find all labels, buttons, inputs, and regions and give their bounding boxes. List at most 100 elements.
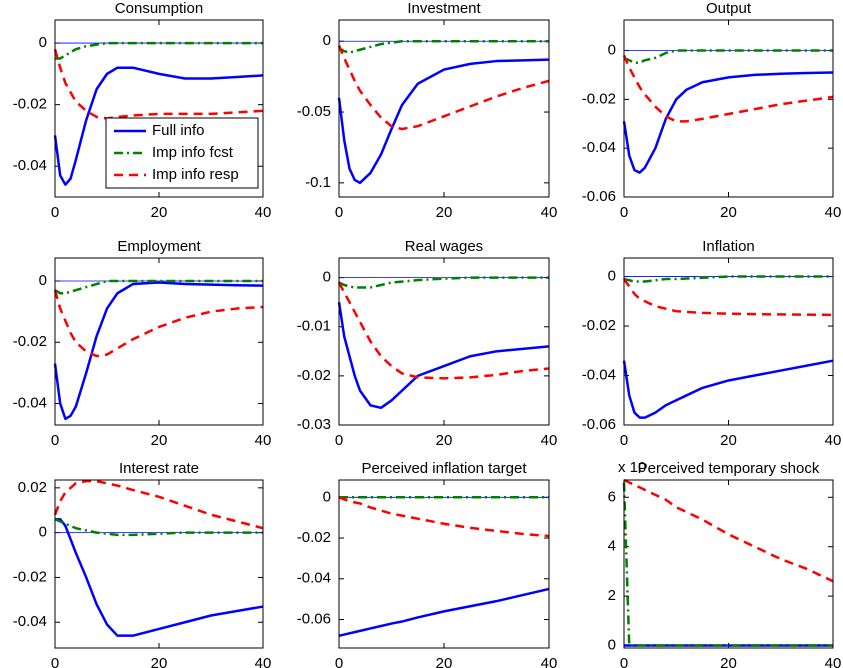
plot-area <box>339 480 549 648</box>
x-tick-label: 20 <box>151 204 168 221</box>
subplot-title: Perceived inflation target <box>361 460 527 477</box>
x-tick-label: 20 <box>151 655 168 668</box>
subplot: Employment 0 20 40 -0.04 -0.02 0 <box>13 238 272 449</box>
y-tick-label: 0 <box>323 488 331 505</box>
y-tick-label: -0.02 <box>297 529 331 546</box>
series-line <box>622 482 833 647</box>
x-tick-label: 20 <box>436 204 453 221</box>
y-tick-label: 0 <box>39 524 47 541</box>
subplot-title: Consumption <box>115 0 203 17</box>
legend-label: Imp info resp <box>152 166 239 183</box>
x-tick-label: 20 <box>720 432 737 449</box>
series-line <box>338 39 549 54</box>
x-tick-label: 0 <box>620 432 628 449</box>
plot-area <box>624 258 833 425</box>
y-tick-label: -0.02 <box>13 568 47 585</box>
subplot: Investment 0 20 40 -0.1 -0.05 0 <box>297 0 558 221</box>
plot-area <box>624 480 833 648</box>
series-line <box>54 518 263 537</box>
series-line <box>53 479 264 530</box>
x-tick-label: 40 <box>825 655 842 668</box>
x-tick-label: 40 <box>825 432 842 449</box>
series-line <box>622 278 834 317</box>
x-tick-label: 0 <box>51 655 59 668</box>
y-tick-label: 6 <box>608 488 616 505</box>
subplot-title: Investment <box>407 0 481 17</box>
x-tick-label: 0 <box>620 204 628 221</box>
plot-area <box>339 258 549 425</box>
x-tick-label: 0 <box>620 655 628 668</box>
subplot-title: Real wages <box>405 238 483 255</box>
subplot-title: Perceived temporary shock <box>638 460 820 477</box>
y-tick-label: -0.04 <box>13 613 47 630</box>
y-tick-label: -0.05 <box>297 103 331 120</box>
y-tick-label: 0.02 <box>18 479 47 496</box>
series-line <box>623 275 833 283</box>
series-line <box>337 58 550 185</box>
y-exponent-label: x 10 <box>618 459 646 476</box>
x-tick-label: 20 <box>436 432 453 449</box>
subplot: Inflation 0 20 40 -0.06 -0.04 -0.02 0 <box>582 238 842 449</box>
subplot-title: Employment <box>117 238 201 255</box>
subplot-title: Output <box>706 0 752 17</box>
axes-box <box>54 257 264 426</box>
series-line <box>338 587 550 637</box>
x-tick-label: 0 <box>335 432 343 449</box>
y-tick-label: 0 <box>608 41 616 58</box>
y-tick-label: -0.04 <box>13 395 47 412</box>
legend-box <box>105 117 259 189</box>
y-tick-label: 0 <box>608 268 616 285</box>
x-tick-label: 40 <box>255 432 272 449</box>
subplot: Real wages 0 20 40 -0.03 -0.02 -0.01 0 <box>297 238 558 449</box>
series-line <box>337 45 550 131</box>
y-tick-label: -0.04 <box>297 570 331 587</box>
x-tick-label: 20 <box>720 204 737 221</box>
x-tick-label: 40 <box>255 655 272 668</box>
series-line <box>53 289 264 358</box>
series-line <box>55 41 263 60</box>
axes-box <box>338 479 550 649</box>
legend-label: Imp info fcst <box>152 144 234 161</box>
y-tick-label: -0.02 <box>582 90 616 107</box>
y-tick-label: -0.01 <box>297 318 331 335</box>
y-tick-label: 0 <box>39 34 47 51</box>
x-tick-label: 40 <box>541 204 558 221</box>
axes-box <box>338 257 550 426</box>
series-line <box>622 359 834 419</box>
x-tick-label: 0 <box>51 204 59 221</box>
y-tick-label: -0.06 <box>297 610 331 627</box>
y-tick-label: -0.02 <box>13 333 47 350</box>
series-line <box>623 478 834 583</box>
y-tick-label: 0 <box>39 272 47 289</box>
y-tick-label: -0.03 <box>297 416 331 433</box>
axes-box <box>623 257 834 426</box>
y-tick-label: 0 <box>323 269 331 286</box>
subplot-title: Interest rate <box>119 460 199 477</box>
series-line <box>338 276 549 289</box>
y-tick-label: 2 <box>608 587 616 604</box>
series-line <box>53 66 264 186</box>
y-tick-label: -0.02 <box>297 367 331 384</box>
series-line <box>54 279 263 295</box>
series-line <box>622 71 834 174</box>
y-tick-label: -0.04 <box>13 157 47 174</box>
series-line <box>337 281 550 380</box>
series-line <box>622 54 834 123</box>
x-tick-label: 20 <box>720 655 737 668</box>
x-tick-label: 20 <box>436 655 453 668</box>
axes-box <box>623 479 834 649</box>
x-tick-label: 0 <box>335 655 343 668</box>
y-tick-label: 4 <box>608 538 616 555</box>
series-line <box>338 496 550 538</box>
y-tick-label: 0 <box>608 636 616 653</box>
y-tick-label: -0.1 <box>305 174 331 191</box>
axes-box <box>54 19 264 198</box>
axes-box <box>623 19 834 198</box>
series-line <box>55 517 264 637</box>
y-tick-label: -0.02 <box>582 317 616 334</box>
x-tick-label: 40 <box>825 204 842 221</box>
x-tick-label: 40 <box>541 432 558 449</box>
series-line <box>53 281 264 421</box>
x-tick-label: 20 <box>151 432 168 449</box>
